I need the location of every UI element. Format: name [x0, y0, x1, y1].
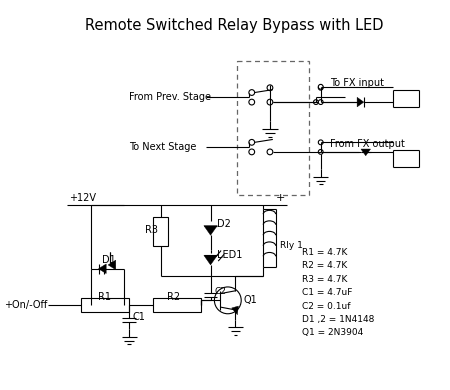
Polygon shape [99, 264, 106, 273]
Bar [81, 298, 129, 312]
Text: C2 = 0.1uf: C2 = 0.1uf [302, 301, 350, 310]
Circle shape [318, 140, 323, 145]
Text: Q1: Q1 [243, 295, 257, 305]
Polygon shape [361, 149, 370, 156]
Polygon shape [232, 306, 238, 315]
Text: R2 = 4.7K: R2 = 4.7K [302, 261, 347, 270]
Polygon shape [204, 255, 217, 265]
Circle shape [318, 149, 323, 154]
Polygon shape [204, 226, 217, 235]
Text: C1 = 4.7uF: C1 = 4.7uF [302, 288, 352, 297]
Text: D1: D1 [102, 255, 116, 265]
Circle shape [249, 99, 255, 105]
Text: To FX input: To FX input [330, 78, 384, 88]
Text: LED1: LED1 [217, 250, 243, 261]
Text: Rly 1: Rly 1 [279, 241, 302, 250]
Text: D1 ,2 = 1N4148: D1 ,2 = 1N4148 [302, 315, 374, 324]
Text: Q1 = 2N3904: Q1 = 2N3904 [302, 328, 363, 337]
Circle shape [214, 287, 241, 314]
Text: From FX output: From FX output [330, 139, 405, 149]
Text: To Next Stage: To Next Stage [129, 142, 197, 152]
Circle shape [267, 85, 273, 90]
Text: R3 = 4.7K: R3 = 4.7K [302, 275, 347, 284]
Text: +12V: +12V [69, 193, 96, 203]
Circle shape [318, 84, 323, 89]
Text: R1 = 4.7K: R1 = 4.7K [302, 248, 347, 257]
Circle shape [267, 149, 273, 155]
Polygon shape [108, 260, 116, 270]
Text: D2: D2 [217, 219, 231, 229]
Circle shape [249, 90, 255, 96]
Bar [153, 217, 168, 246]
Circle shape [267, 99, 273, 105]
Text: R1: R1 [98, 292, 111, 303]
Circle shape [318, 100, 323, 105]
Bar [238, 61, 309, 195]
Circle shape [318, 85, 323, 90]
Circle shape [314, 100, 318, 105]
Polygon shape [357, 98, 364, 107]
Circle shape [249, 149, 255, 155]
Text: C2: C2 [214, 287, 226, 296]
Text: Remote Switched Relay Bypass with LED: Remote Switched Relay Bypass with LED [85, 18, 384, 33]
Text: From Prev. Stage: From Prev. Stage [129, 92, 211, 102]
Text: +On/-Off: +On/-Off [4, 300, 48, 310]
Bar [153, 298, 201, 312]
Circle shape [249, 140, 255, 145]
Text: +: + [276, 193, 285, 203]
Text: R3: R3 [145, 225, 158, 236]
Text: R2: R2 [167, 292, 180, 303]
Text: C1: C1 [132, 312, 145, 322]
